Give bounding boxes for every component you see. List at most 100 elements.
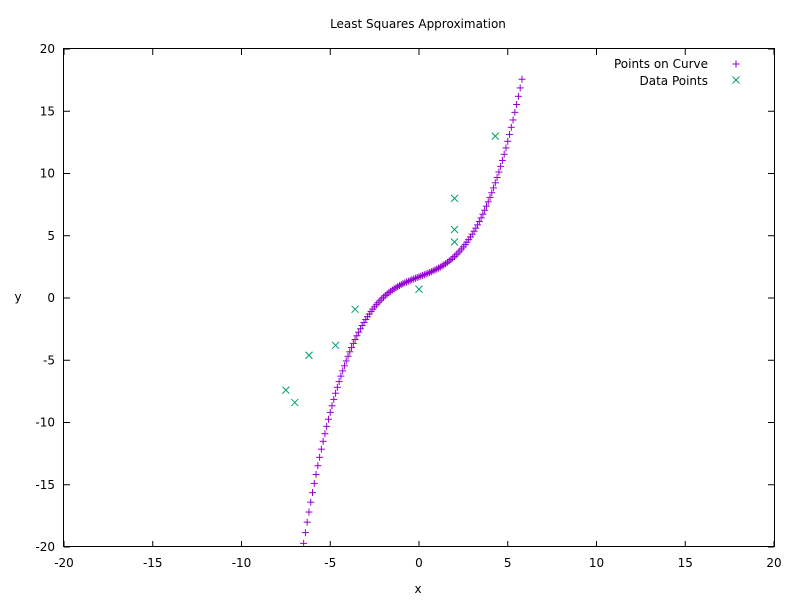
data-point: [305, 351, 313, 360]
plot-frame: [63, 48, 775, 547]
curve-point: [436, 263, 444, 271]
y-tick-label: -5: [43, 353, 55, 367]
curve-point: [408, 276, 416, 284]
y-tick-label: 10: [40, 167, 55, 181]
curve-point: [376, 297, 384, 305]
curve-point: [340, 362, 348, 370]
curve-point: [300, 539, 308, 547]
chart-title: Least Squares Approximation: [330, 17, 506, 31]
curve-point: [472, 224, 480, 232]
curve-point: [479, 210, 487, 218]
curve-point: [342, 357, 350, 365]
x-tick-label: -15: [143, 556, 163, 570]
data-point: [415, 285, 423, 294]
curve-point: [500, 150, 508, 158]
x-tick-label: -20: [54, 556, 74, 570]
curve-point: [443, 258, 451, 266]
x-axis-label: x: [414, 582, 421, 596]
axis-ticks: -20 -15 -10 -5 0 5 10 15 20 -20 -15 -10 -5 0 5 10 15 20: [35, 42, 781, 570]
curve-point: [392, 284, 400, 292]
curve-point: [413, 274, 421, 282]
curve-point: [324, 415, 332, 423]
x-tick-label: 0: [415, 556, 423, 570]
curve-point: [447, 256, 455, 264]
curve-point: [491, 179, 499, 187]
curve-point: [435, 264, 443, 272]
curve-point: [419, 271, 427, 279]
curve-point: [346, 348, 354, 356]
curve-point: [488, 189, 496, 197]
curve-point: [387, 287, 395, 295]
x-tick-label: 15: [678, 556, 693, 570]
curve-point: [351, 336, 359, 344]
curve-point: [319, 437, 327, 445]
curve-point: [451, 252, 458, 260]
curve-point: [511, 108, 519, 116]
curve-point: [360, 318, 368, 326]
curve-point: [484, 198, 492, 206]
y-axis-label: y: [14, 290, 21, 304]
curve-point: [303, 518, 311, 526]
curve-point: [429, 267, 437, 275]
curve-point: [403, 278, 411, 286]
curve-point: [433, 265, 441, 273]
curve-point: [493, 174, 501, 182]
y-tick-label: -20: [35, 540, 55, 554]
curve-point: [518, 75, 526, 83]
curve-point: [410, 275, 418, 283]
legend-label-points-on-curve: Points on Curve: [614, 57, 708, 71]
curve-point: [316, 453, 324, 461]
curve-point: [486, 193, 494, 201]
curve-point: [420, 271, 428, 279]
curve-point: [385, 289, 393, 297]
curve-point: [395, 282, 403, 290]
curve-point: [411, 274, 419, 282]
x-tick-label: 10: [589, 556, 604, 570]
legend-label-data-points: Data Points: [639, 74, 708, 88]
curve-point: [498, 156, 506, 164]
curve-point: [317, 445, 325, 453]
y-tick-label: 0: [47, 291, 55, 305]
y-tick-label: 20: [40, 42, 55, 56]
y-tick-label: 5: [47, 229, 55, 243]
curve-point: [401, 279, 409, 287]
curve-point: [335, 378, 343, 386]
curve-point: [399, 280, 407, 288]
curve-point: [482, 202, 490, 210]
curve-point: [390, 285, 398, 293]
data-point: [331, 341, 340, 350]
data-point: [450, 225, 459, 234]
curve-point: [337, 372, 345, 380]
curve-point: [394, 283, 402, 291]
curve-point: [356, 325, 364, 333]
y-tick-label: 15: [40, 104, 55, 118]
curve-point: [506, 130, 514, 138]
curve-point: [440, 261, 448, 269]
curve-point: [452, 251, 460, 259]
x-tick-label: -10: [232, 556, 252, 570]
curve-point: [481, 206, 489, 214]
curve-point: [301, 529, 309, 537]
curve-point: [344, 352, 352, 360]
curve-point: [415, 273, 423, 281]
y-tick-label: -15: [35, 478, 55, 492]
curve-point: [383, 290, 391, 298]
data-point: [351, 305, 359, 314]
legend-marker-points-on-curve: [732, 60, 740, 68]
curve-point: [495, 168, 503, 176]
curve-point: [513, 100, 521, 108]
curve-point: [353, 332, 361, 340]
x-tick-label: -5: [324, 556, 336, 570]
legend: Points on Curve Data Points: [614, 57, 740, 88]
x-tick-label: 5: [504, 556, 512, 570]
curve-point: [378, 295, 386, 303]
curve-point: [348, 344, 356, 352]
curve-point: [358, 322, 366, 330]
curve-point: [445, 257, 453, 265]
legend-marker-data-points: [732, 76, 740, 84]
curve-point: [404, 277, 412, 285]
curve-point: [468, 230, 476, 238]
curve-point: [422, 270, 430, 278]
curve-point: [330, 395, 338, 403]
